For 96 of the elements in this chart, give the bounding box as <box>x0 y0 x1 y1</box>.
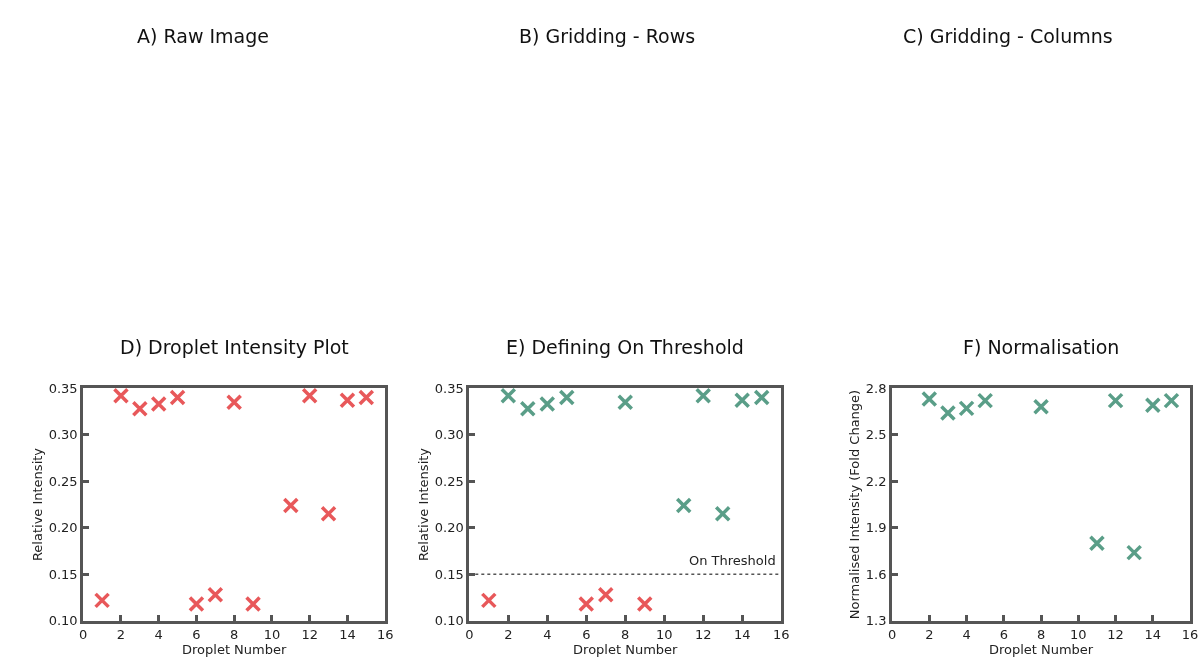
point <box>733 392 751 409</box>
y-tick-label: 2.8 <box>865 380 887 396</box>
point <box>1107 392 1124 409</box>
y-tick-label: 0.30 <box>48 427 78 443</box>
point <box>694 387 712 404</box>
point <box>1088 535 1106 552</box>
point <box>921 390 938 408</box>
y-tick-label: 0.35 <box>48 380 78 396</box>
point <box>597 586 615 604</box>
point <box>1032 398 1050 416</box>
point <box>753 389 770 406</box>
point <box>358 389 375 406</box>
point <box>578 595 595 613</box>
x-tick-label: 12 <box>301 627 318 643</box>
y-tick-label: 0.25 <box>48 473 78 489</box>
point <box>617 393 634 411</box>
chart-title: D) Droplet Intensity Plot <box>120 336 349 358</box>
point <box>539 395 556 413</box>
x-tick-label: 16 <box>772 627 790 643</box>
y-tick-label: 2.2 <box>865 473 887 489</box>
x-tick-label: 8 <box>1036 627 1046 643</box>
x-tick-label: 10 <box>655 627 673 643</box>
x-tick-label: 12 <box>1107 627 1124 643</box>
x-tick-label: 2 <box>504 627 513 643</box>
x-tick-label: 8 <box>230 627 239 643</box>
x-tick-label: 14 <box>339 627 356 643</box>
point <box>169 389 186 406</box>
x-tick-label: 8 <box>621 627 630 643</box>
x-tick-label: 14 <box>1144 627 1162 643</box>
x-tick-label: 4 <box>543 627 552 643</box>
y-tick-label: 2.5 <box>865 427 887 443</box>
y-axis-title: Relative Intensity <box>415 447 431 562</box>
point <box>282 497 300 514</box>
point <box>150 395 167 413</box>
point <box>131 400 149 417</box>
text: C) Gridding - Columns <box>903 25 1113 47</box>
x-tick-label: 16 <box>376 627 394 643</box>
point <box>112 387 130 404</box>
point <box>1144 397 1162 414</box>
y-tick-label: 1.9 <box>865 520 887 536</box>
x-tick-label: 2 <box>925 627 934 643</box>
y-tick-label: 0.20 <box>48 520 78 536</box>
point <box>1163 392 1180 409</box>
y-tick-label: 0.10 <box>48 613 78 629</box>
point <box>714 505 731 523</box>
y-tick-label: 0.20 <box>434 520 464 536</box>
x-axis-title: Droplet Number <box>182 642 287 658</box>
point <box>244 595 262 613</box>
point <box>480 592 498 609</box>
x-tick-label: 4 <box>154 627 163 643</box>
y-tick-label: 1.3 <box>865 613 887 629</box>
point <box>939 404 957 422</box>
point <box>500 387 517 404</box>
x-tick-label: 6 <box>582 627 591 643</box>
y-tick-label: 0.30 <box>434 427 464 443</box>
point <box>675 497 692 514</box>
text: A) Raw Image <box>137 25 269 47</box>
point <box>188 595 205 613</box>
y-tick-label: 0.10 <box>434 613 464 629</box>
point <box>958 400 975 417</box>
x-tick-label: 10 <box>263 627 281 643</box>
point <box>93 592 111 609</box>
y-tick-label: 0.15 <box>48 566 78 582</box>
x-tick-label: 10 <box>1070 627 1087 643</box>
x-tick-label: 0 <box>79 627 88 643</box>
point <box>339 392 356 409</box>
x-axis-title: Droplet Number <box>988 642 1094 658</box>
x-tick-label: 14 <box>733 627 751 643</box>
x-tick-label: 12 <box>694 627 712 643</box>
point <box>320 505 337 523</box>
point <box>301 387 318 404</box>
point <box>207 586 224 604</box>
y-axis-title: Normalised Intensity (Fold Change) <box>846 389 862 620</box>
point <box>636 595 653 613</box>
y-tick-label: 1.6 <box>865 566 887 582</box>
x-tick-label: 6 <box>999 627 1008 643</box>
chart-title: E) Defining On Threshold <box>506 336 744 358</box>
x-tick-label: 6 <box>192 627 201 643</box>
x-tick-label: 2 <box>116 627 126 643</box>
y-axis-title: Relative Intensity <box>29 447 45 562</box>
point <box>225 393 243 411</box>
y-tick-label: 0.15 <box>434 566 464 582</box>
chart-title: F) Normalisation <box>963 336 1120 358</box>
point <box>976 392 994 409</box>
point <box>558 389 576 406</box>
x-axis-title: Droplet Number <box>573 642 679 658</box>
ref-line-label: On Threshold <box>689 553 776 568</box>
x-tick-label: 0 <box>887 627 897 643</box>
x-tick-label: 16 <box>1181 627 1199 643</box>
y-tick-label: 0.25 <box>434 473 464 489</box>
x-tick-label: 4 <box>962 627 971 643</box>
text: B) Gridding - Rows <box>519 25 696 47</box>
point <box>1125 544 1143 561</box>
x-tick-label: 0 <box>465 627 474 643</box>
y-tick-label: 0.35 <box>434 380 464 396</box>
point <box>519 400 537 417</box>
